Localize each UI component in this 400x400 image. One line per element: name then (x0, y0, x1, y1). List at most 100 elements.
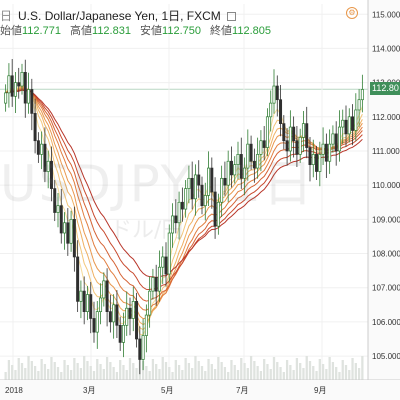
candle-body (131, 301, 135, 319)
price-tick-label: 105.000 (372, 352, 400, 361)
candle-body (154, 277, 158, 292)
volume-bar (161, 357, 164, 380)
candle-body (164, 256, 168, 275)
candle-body (210, 167, 214, 193)
candle-body (305, 123, 309, 148)
expand-icon[interactable] (226, 12, 236, 22)
candle-body (151, 277, 155, 292)
price-axis-bg (368, 0, 400, 400)
candle-body (288, 126, 292, 152)
volume-bar (158, 369, 161, 380)
volume-bar (213, 369, 217, 380)
candle-body (23, 72, 27, 104)
volume-bar (76, 363, 79, 380)
volume-bar (315, 371, 318, 380)
price-tick-label: 115.000 (372, 10, 400, 19)
candle-body (262, 140, 266, 148)
gear-icon[interactable]: ⚙ (346, 7, 358, 19)
candle-body (66, 222, 70, 244)
volume-bar (83, 356, 86, 380)
candle-body (252, 160, 256, 169)
candle-body (193, 174, 197, 200)
volume-bar (243, 363, 246, 380)
candle-body (95, 311, 99, 333)
volume-bar (43, 364, 47, 380)
volume-bar (50, 357, 53, 380)
volume-bar (128, 358, 132, 380)
candle-body (213, 191, 217, 227)
candle-body (187, 177, 191, 189)
price-tick-label: 114.000 (372, 44, 400, 53)
close-value: 112.805 (232, 25, 271, 37)
price-axis: 105.000 106.000 107.000 108.000 109.000 110.0… (367, 0, 400, 400)
volume-bar (259, 371, 263, 380)
volume-bar (249, 356, 253, 380)
candle-body (56, 205, 60, 213)
volume-bar (263, 359, 266, 380)
volume-bar (351, 358, 354, 380)
volume-bar (302, 368, 305, 380)
volume-bar (132, 363, 135, 380)
candle-body (328, 143, 332, 162)
volume-bar (191, 368, 194, 380)
candle-body (161, 256, 165, 268)
volume-bar (318, 359, 321, 380)
ema-line (5, 87, 363, 311)
candle-body (344, 119, 348, 135)
volume-bar (92, 371, 96, 380)
volume-bar (53, 362, 56, 380)
candle-body (331, 133, 335, 145)
time-tick-label: 7月 (236, 386, 248, 395)
volume-bars (4, 356, 364, 380)
candle-body (315, 154, 319, 172)
candle-body (203, 195, 207, 207)
candle-body (33, 113, 37, 142)
candle-body (63, 222, 67, 234)
candle-body (246, 143, 250, 169)
volume-bar (338, 372, 341, 380)
candle-body (269, 102, 273, 118)
volume-bar (236, 370, 240, 380)
price-tick-label: 106.000 (372, 318, 400, 327)
candle-body (144, 314, 148, 336)
volume-bar (246, 368, 249, 380)
low-value: 112.750 (162, 25, 201, 37)
history-icon[interactable]: 日 (0, 9, 13, 23)
volume-bar (361, 356, 364, 380)
candle-body (89, 294, 93, 319)
candle-body (174, 215, 178, 224)
volume-bar (86, 361, 89, 380)
volume-bar (63, 360, 66, 380)
volume-bar (279, 367, 282, 380)
volume-bar (227, 372, 230, 380)
candle-body (115, 304, 119, 326)
candle-body (265, 116, 269, 148)
volume-bar (89, 366, 92, 380)
volume-bar (328, 357, 331, 380)
candle-body (13, 82, 17, 97)
volume-bar (47, 369, 50, 380)
candle-body (10, 75, 14, 97)
volume-bar (7, 360, 11, 380)
volume-bar (171, 372, 174, 380)
volume-bar (174, 360, 177, 380)
volume-bar (11, 365, 14, 380)
candle-body (46, 160, 50, 172)
volume-bar (73, 358, 76, 380)
candle-body (256, 154, 260, 169)
volume-bar (220, 362, 223, 380)
volume-bar (148, 371, 151, 380)
time-axis-bg (0, 380, 400, 400)
candle-body (249, 143, 253, 162)
candle-body (72, 218, 76, 258)
volume-bar (312, 366, 315, 380)
candle-body (341, 119, 345, 128)
volume-bar (253, 361, 256, 380)
candle-body (125, 307, 129, 326)
candle-body (49, 160, 53, 189)
candle-body (311, 154, 315, 166)
volume-bar (335, 367, 338, 380)
candle-body (99, 297, 103, 312)
volume-bar (141, 361, 145, 380)
